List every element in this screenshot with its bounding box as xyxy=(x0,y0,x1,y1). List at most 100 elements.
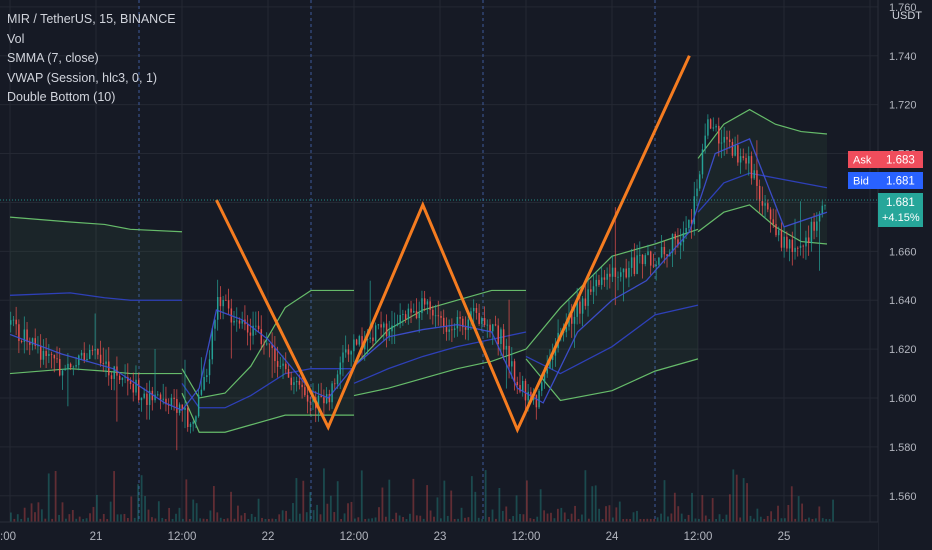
volume-bar xyxy=(47,473,50,522)
candle-body xyxy=(187,407,189,428)
volume-bar xyxy=(106,518,109,522)
candle-body xyxy=(426,301,429,305)
volume-bar xyxy=(426,485,429,522)
volume-bar xyxy=(577,518,580,522)
vwap-lower-band xyxy=(525,358,699,402)
candle-body xyxy=(500,329,502,345)
candle-body xyxy=(775,224,777,236)
volume-bar xyxy=(618,501,621,522)
candle-body xyxy=(456,316,459,329)
price-unit-label[interactable]: USDT xyxy=(892,10,922,22)
volume-bar xyxy=(663,480,666,522)
legend-vwap[interactable]: VWAP (Session, hlc3, 0, 1) xyxy=(7,70,158,85)
volume-bar xyxy=(746,483,748,522)
candle-body xyxy=(407,308,410,320)
price-tick-label: 1.660 xyxy=(889,246,917,258)
candle-body xyxy=(704,135,706,150)
volume-bar xyxy=(436,497,439,522)
candle-body xyxy=(707,119,709,136)
time-tick-label: 21 xyxy=(90,531,103,543)
candle-body xyxy=(726,136,728,140)
volume-bar xyxy=(801,503,803,522)
vwap-band-fill xyxy=(698,109,827,244)
candle-body xyxy=(745,157,747,164)
volume-bar xyxy=(584,470,587,522)
legend-volume[interactable]: Vol xyxy=(7,31,25,46)
candle-body xyxy=(516,381,519,385)
volume-bar xyxy=(660,513,662,522)
volume-bar xyxy=(474,491,477,522)
volume-bar xyxy=(495,518,497,522)
candles xyxy=(10,114,826,451)
candle-body xyxy=(688,219,690,228)
legend-double-bottom[interactable]: Double Bottom (10) xyxy=(7,90,116,104)
volume-bar xyxy=(102,513,105,522)
candle-body xyxy=(584,298,587,306)
volume-bar xyxy=(78,516,81,522)
volume-bar xyxy=(61,502,64,522)
candle-body xyxy=(306,395,309,402)
candle-body xyxy=(402,314,404,316)
volume-bar xyxy=(484,470,487,522)
volume-bar xyxy=(316,504,318,522)
volume-bar xyxy=(391,518,394,522)
ask-badge-label-bg xyxy=(848,151,878,168)
candle-body xyxy=(622,268,625,273)
candle-body xyxy=(135,379,137,393)
candle-body xyxy=(497,325,499,345)
volume-bar xyxy=(742,478,745,522)
candle-body xyxy=(549,359,551,369)
candle-body xyxy=(328,394,331,403)
volume-bar xyxy=(192,499,195,522)
volume-bar xyxy=(371,518,373,522)
volume-bar xyxy=(481,518,484,522)
volume-bar xyxy=(673,492,676,522)
volume-bar xyxy=(292,503,294,522)
volume-bar xyxy=(144,496,146,522)
candle-body xyxy=(475,308,478,313)
candle-body xyxy=(440,315,442,318)
volume-bar xyxy=(766,515,769,522)
candle-body xyxy=(80,352,83,356)
volume-bar xyxy=(718,514,721,522)
candle-body xyxy=(587,289,589,306)
volume-bar xyxy=(784,518,786,522)
volume-bar xyxy=(402,517,404,522)
volume-bar xyxy=(161,517,164,522)
candle-body xyxy=(355,339,358,345)
volume-bar xyxy=(732,469,735,522)
candle-body xyxy=(94,348,96,351)
volume-bar xyxy=(199,518,201,522)
last-price-value: 1.681 xyxy=(886,197,915,209)
volume-bar xyxy=(446,515,449,522)
volume-bar xyxy=(632,512,635,522)
candle-body xyxy=(712,127,715,129)
chart-legend: MIR / TetherUS, 15, BINANCE Vol SMMA (7,… xyxy=(7,10,176,108)
candle-body xyxy=(236,320,238,322)
volume-bar xyxy=(171,518,174,522)
candle-body xyxy=(257,325,260,330)
volume-bar xyxy=(553,518,556,522)
candle-body xyxy=(816,221,818,231)
candle-body xyxy=(606,273,608,280)
candle-body xyxy=(418,313,420,319)
candle-body xyxy=(682,232,685,243)
legend-smma[interactable]: SMMA (7, close) xyxy=(7,51,99,65)
candle-body xyxy=(404,314,407,320)
vwap-upper-band xyxy=(353,289,526,367)
volume-bar xyxy=(759,516,762,522)
candle-body xyxy=(614,267,617,277)
volume-bar xyxy=(811,518,814,522)
candle-body xyxy=(309,401,312,403)
candle-body xyxy=(464,327,467,330)
candle-body xyxy=(56,358,58,360)
vwap-lower-band xyxy=(9,368,182,375)
candle-body xyxy=(813,221,815,231)
volume-bar xyxy=(51,518,54,522)
candle-body xyxy=(535,394,538,408)
candle-body xyxy=(753,170,755,179)
volume-bar xyxy=(691,492,693,522)
candle-body xyxy=(282,363,284,366)
legend-symbol[interactable]: MIR / TetherUS, 15, BINANCE xyxy=(7,12,176,26)
